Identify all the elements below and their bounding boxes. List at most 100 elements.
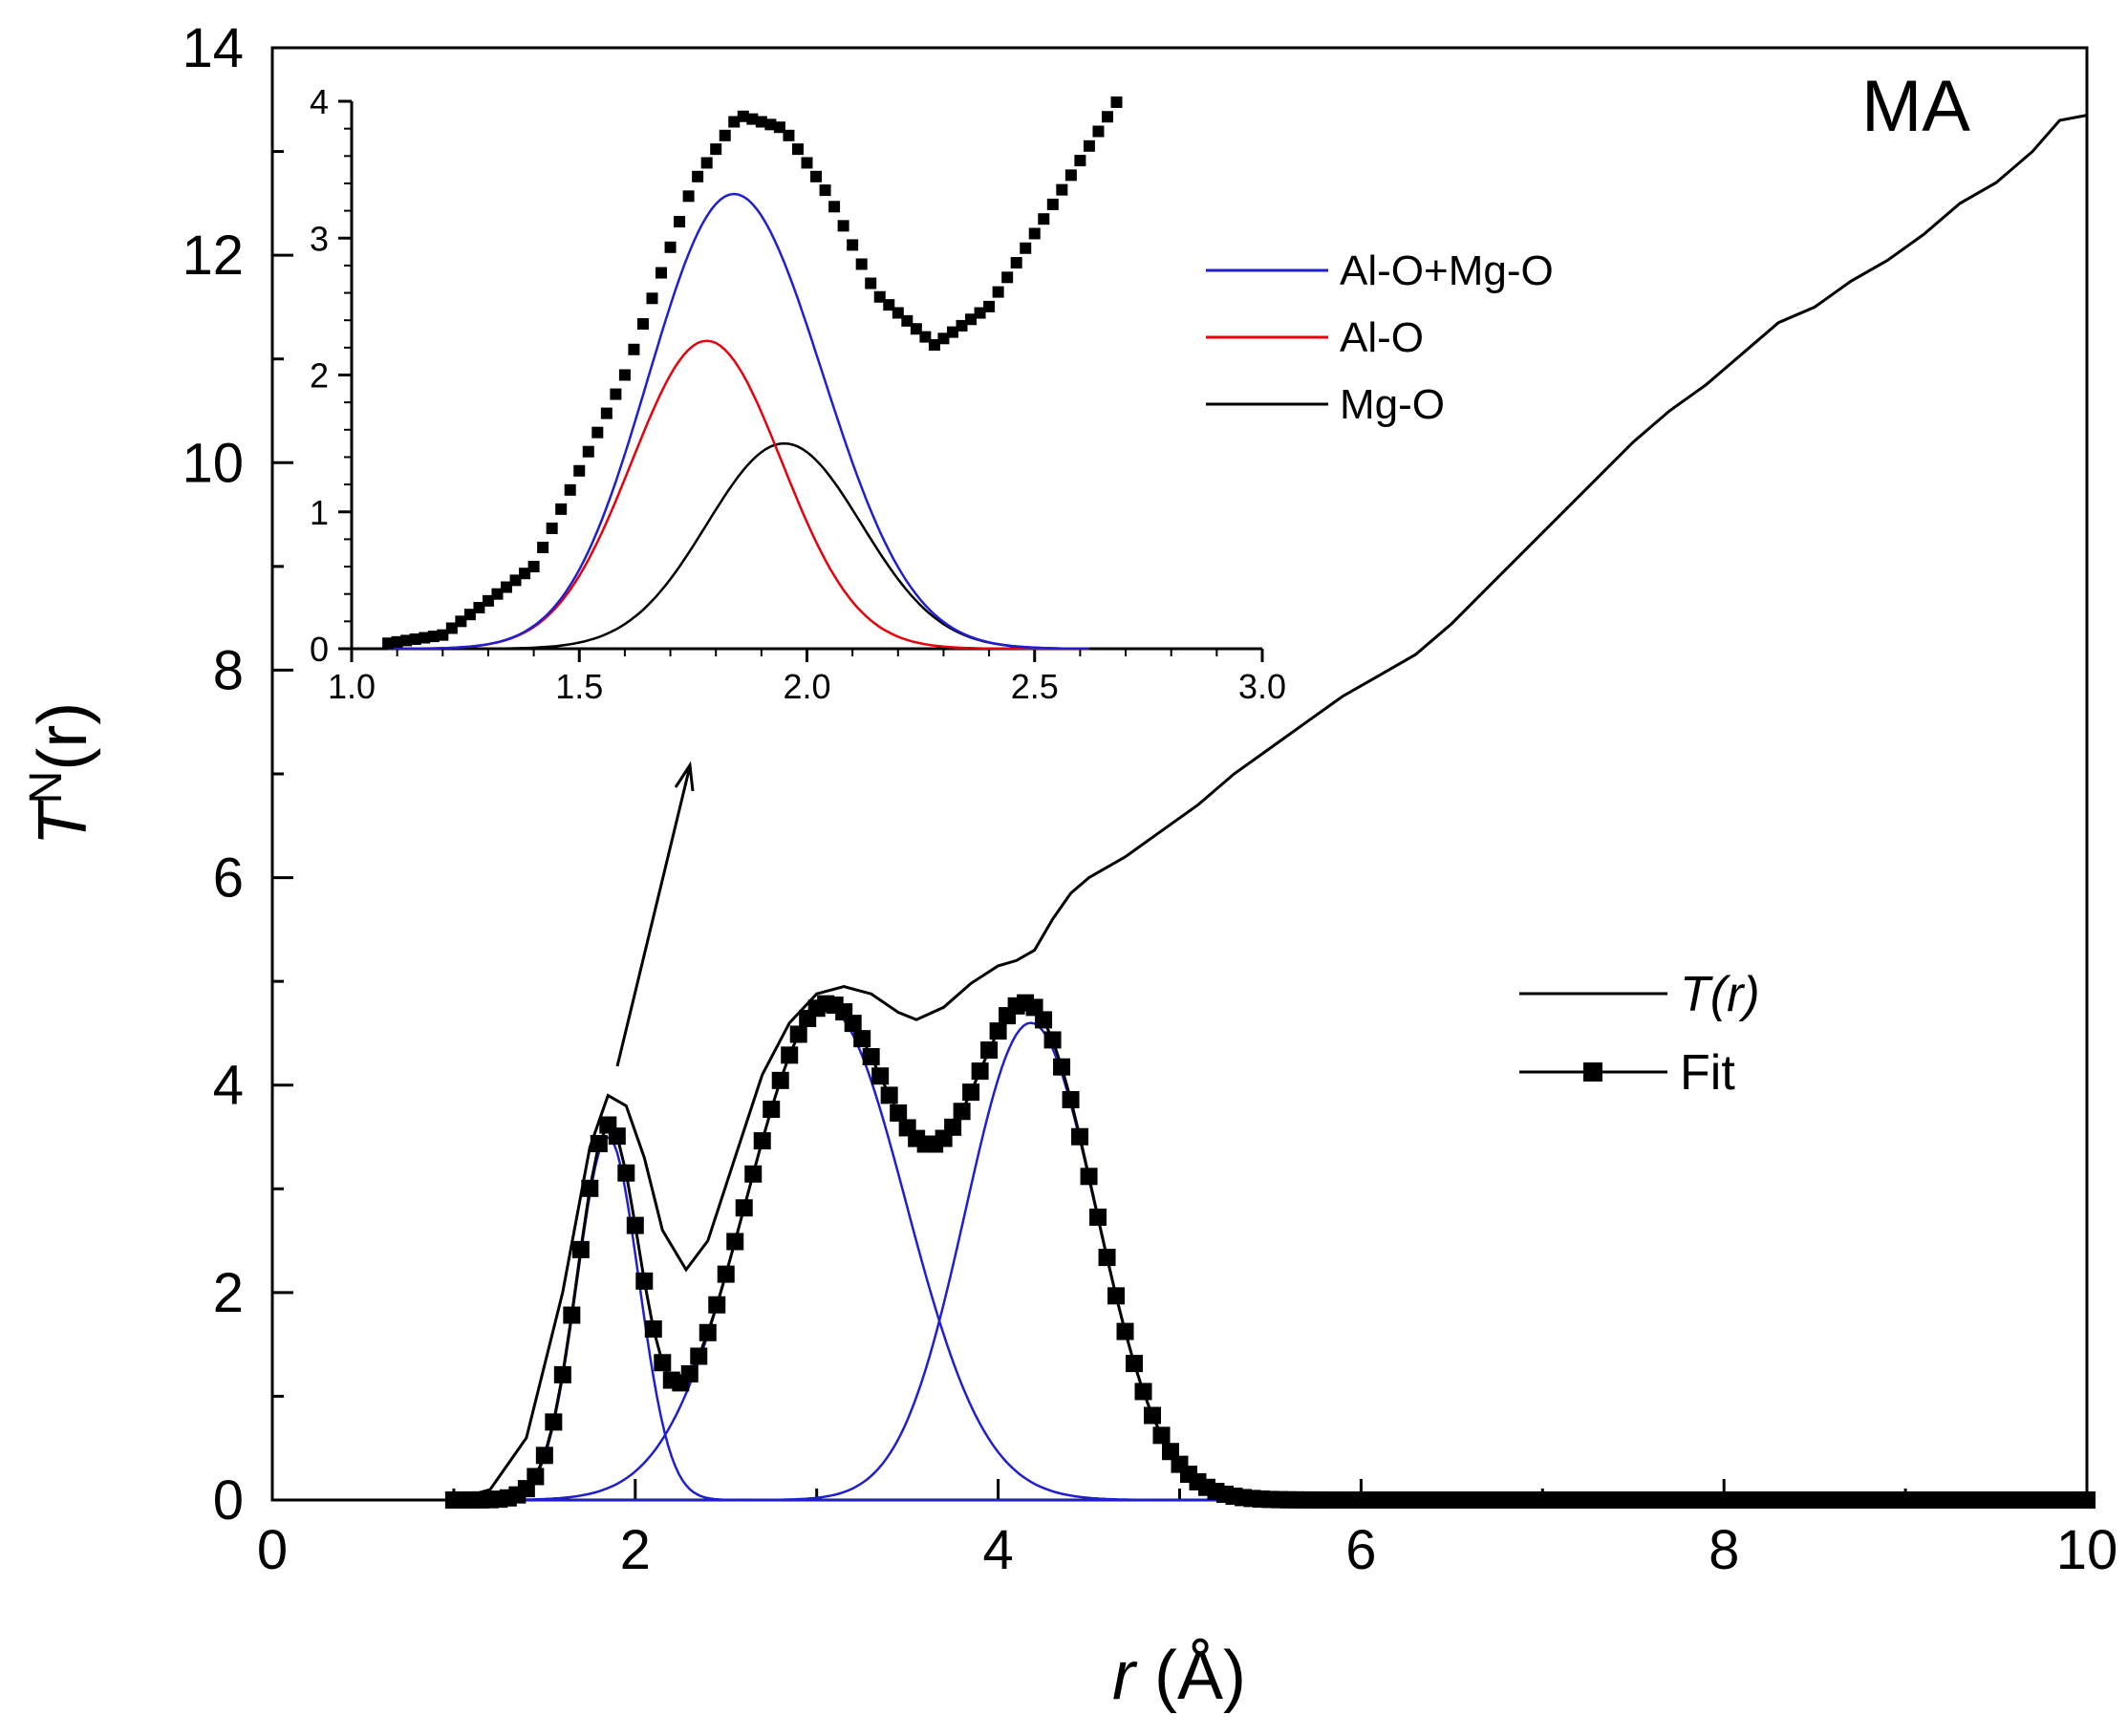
inset-fit-marker xyxy=(983,300,996,312)
legend-label-tr: T(r) xyxy=(1680,967,1760,1022)
fit-marker xyxy=(1107,1287,1126,1305)
inset-fit-marker xyxy=(646,292,658,305)
fit-marker xyxy=(844,1015,862,1033)
inset-fit-marker xyxy=(764,118,777,131)
inset-x-tick-label: 1.0 xyxy=(328,667,376,706)
fit-marker xyxy=(2078,1491,2096,1509)
fit-marker xyxy=(563,1306,581,1324)
inset-fit-marker xyxy=(636,318,649,331)
y-tick-label: 4 xyxy=(213,1055,244,1117)
fit-marker xyxy=(581,1179,599,1197)
fit-marker xyxy=(1089,1208,1107,1226)
inset-fit-marker xyxy=(564,483,576,496)
x-tick-label: 8 xyxy=(1709,1519,1739,1581)
inset-y-tick-label: 3 xyxy=(310,219,329,258)
inset-fit-marker xyxy=(1064,169,1077,182)
inset-fit-marker xyxy=(1110,96,1123,108)
inset-fit-marker xyxy=(555,503,568,515)
fit-marker xyxy=(1043,1031,1062,1049)
inset-fit-marker xyxy=(746,113,759,125)
inset-fit-marker xyxy=(946,326,958,338)
inset-fit-marker xyxy=(1028,227,1041,240)
fit-marker xyxy=(1080,1168,1098,1186)
inset-fit-marker xyxy=(509,574,522,587)
fit-marker xyxy=(708,1296,726,1314)
fit-marker xyxy=(617,1164,635,1182)
inset-fit-marker xyxy=(618,369,631,381)
inset-fit-marker xyxy=(919,331,932,343)
fit-marker xyxy=(789,1025,807,1043)
inset-fit-marker xyxy=(737,110,749,122)
inset-fit-marker xyxy=(692,170,704,182)
inset-x-tick-label: 2.0 xyxy=(783,667,830,706)
fit-marker xyxy=(971,1062,989,1081)
inset-fit-marker xyxy=(873,290,886,303)
inset-fit-marker xyxy=(463,609,476,621)
fit-marker xyxy=(654,1354,672,1372)
fit-marker xyxy=(763,1101,781,1119)
x-tick-label: 6 xyxy=(1345,1519,1376,1581)
inset-fit-marker xyxy=(501,581,513,593)
inset-fit-marker xyxy=(427,631,440,643)
fit-marker xyxy=(871,1067,890,1085)
inset-fit-marker xyxy=(519,568,531,580)
fit-marker xyxy=(644,1319,662,1338)
fit-marker xyxy=(699,1323,717,1341)
inset-fit-marker xyxy=(537,541,549,553)
fit-marker xyxy=(527,1468,545,1486)
inset-fit-marker xyxy=(382,637,395,650)
inset-fit-marker xyxy=(773,121,785,134)
fit-marker xyxy=(553,1365,571,1383)
main-x-axis-title: r (Å) xyxy=(1112,1638,1246,1714)
main-legend: T(r) Fit xyxy=(1519,967,1760,1101)
inset-fit-marker xyxy=(682,190,695,203)
inset-background xyxy=(352,101,1262,649)
inset-fit-marker xyxy=(1092,125,1105,138)
inset-fit-marker xyxy=(728,116,741,128)
inset-axis-ticks: 1.0 1.5 2.0 2.5 3.0 0 1 2 3 4 xyxy=(310,82,1286,706)
fit-marker xyxy=(1098,1249,1116,1267)
inset-fit-marker xyxy=(1010,257,1022,269)
x-axis-unit: (Å) xyxy=(1135,1638,1246,1714)
y-tick-label: 6 xyxy=(213,847,244,910)
fit-marker xyxy=(1152,1426,1171,1445)
x-tick-label: 4 xyxy=(982,1519,1013,1581)
inset-fit-marker xyxy=(810,170,823,182)
fit-marker xyxy=(626,1216,644,1234)
y-tick-label: 10 xyxy=(182,432,244,494)
fit-marker xyxy=(1071,1127,1089,1146)
inset-fit-marker xyxy=(883,299,895,311)
y-tick-label: 14 xyxy=(182,17,244,79)
inset-fit-marker xyxy=(791,143,804,156)
inset-fit-marker xyxy=(801,157,813,169)
inset-y-tick-label: 1 xyxy=(310,493,329,532)
inset-fit-marker xyxy=(755,116,767,128)
inset-fit-marker xyxy=(391,635,403,648)
inset-legend-label-alo: Al-O xyxy=(1340,314,1424,361)
inset-fit-marker xyxy=(928,338,940,351)
y-tick-label: 2 xyxy=(213,1262,244,1324)
fit-marker xyxy=(735,1199,753,1217)
fit-marker xyxy=(1053,1058,1071,1076)
main-plot-series xyxy=(272,114,2096,1509)
y-axis-superscript: N xyxy=(21,771,72,804)
inset-fit-marker xyxy=(491,588,504,600)
fit-marker xyxy=(590,1134,608,1152)
inset-fit-marker xyxy=(892,307,904,319)
inset-fit-marker xyxy=(409,632,421,645)
y-axis-variable: T xyxy=(25,799,101,846)
series-tr-line xyxy=(272,114,2088,1502)
inset-fit-marker xyxy=(1001,271,1014,284)
inset-fit-marker xyxy=(1038,213,1050,225)
inset-x-tick-label: 1.5 xyxy=(555,667,603,706)
inset-fit-marker xyxy=(600,407,613,419)
fit-marker xyxy=(944,1118,962,1136)
inset-fit-marker xyxy=(445,622,458,634)
inset-fit-marker xyxy=(1083,139,1095,152)
inset-fit-marker xyxy=(455,615,467,628)
x-tick-label: 10 xyxy=(2056,1519,2118,1581)
inset-fit-marker xyxy=(819,184,831,197)
inset-fit-marker xyxy=(628,343,640,355)
x-axis-variable: r xyxy=(1112,1638,1138,1714)
